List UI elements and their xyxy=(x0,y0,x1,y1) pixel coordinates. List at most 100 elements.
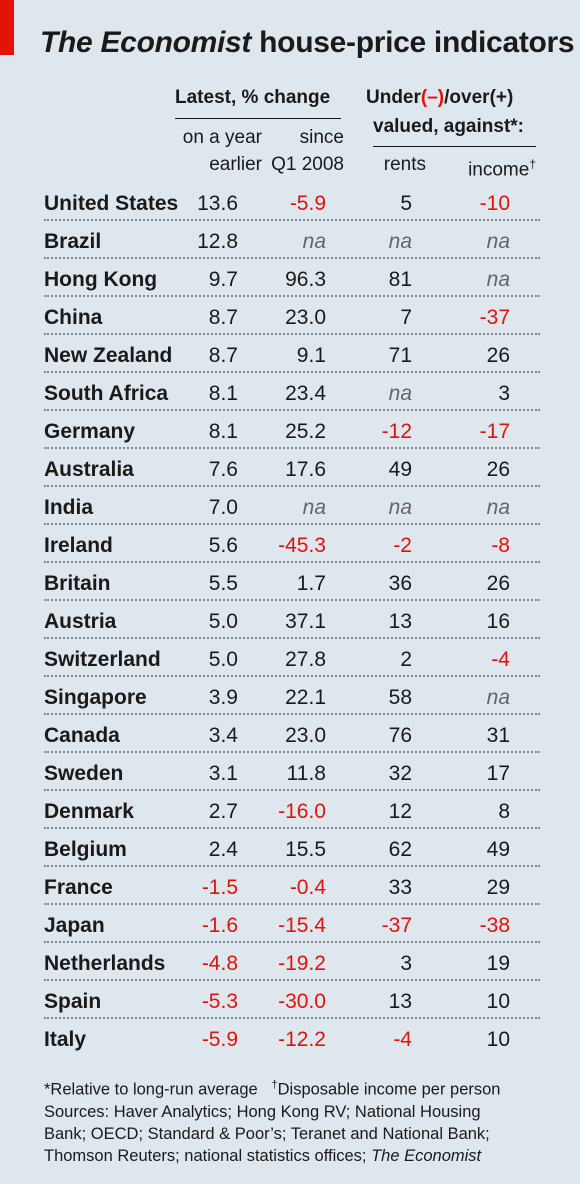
row-separator xyxy=(44,827,540,829)
value-income: 8 xyxy=(498,800,510,823)
table-row: Netherlands -4.8 -19.2 3 19 xyxy=(0,943,580,981)
footnote-line: *Relative to long-run average †Disposabl… xyxy=(44,1079,501,1099)
header-col-year-earlier: on a year earlier xyxy=(182,127,262,175)
header-rule-valuation xyxy=(373,146,536,147)
table-row: Denmark 2.7 -16.0 12 8 xyxy=(0,791,580,829)
value-rents: na xyxy=(388,496,412,519)
country-name: Brazil xyxy=(44,230,102,253)
value-since-q1-2008: 1.7 xyxy=(296,572,326,595)
header-col-income: income† xyxy=(468,157,536,181)
value-rents: 36 xyxy=(388,572,412,595)
country-name: Sweden xyxy=(44,762,124,785)
value-rents: 81 xyxy=(388,268,412,291)
value-on-a-year-earlier: 8.1 xyxy=(208,420,238,443)
table-row: India 7.0 na na na xyxy=(0,487,580,525)
value-since-q1-2008: -19.2 xyxy=(278,952,326,975)
value-since-q1-2008: na xyxy=(302,496,326,519)
value-since-q1-2008: -45.3 xyxy=(278,534,326,557)
value-on-a-year-earlier: 2.4 xyxy=(208,838,238,861)
sources-line-3: Thomson Reuters; national statistics off… xyxy=(44,1146,482,1165)
table-row: Switzerland 5.0 27.8 2 -4 xyxy=(0,639,580,677)
sources-line-2: Bank; OECD; Standard & Poor’s; Teranet a… xyxy=(44,1124,490,1143)
country-name: France xyxy=(44,876,113,899)
value-on-a-year-earlier: 5.0 xyxy=(208,610,238,633)
value-rents: -12 xyxy=(381,420,412,443)
value-on-a-year-earlier: -4.8 xyxy=(201,952,238,975)
table-row: Ireland 5.6 -45.3 -2 -8 xyxy=(0,525,580,563)
value-on-a-year-earlier: 8.7 xyxy=(208,306,238,329)
table-row: Italy -5.9 -12.2 -4 10 xyxy=(0,1019,580,1057)
table-row: South Africa 8.1 23.4 na 3 xyxy=(0,373,580,411)
value-rents: 12 xyxy=(388,800,412,823)
value-on-a-year-earlier: -1.6 xyxy=(201,914,238,937)
value-on-a-year-earlier: -1.5 xyxy=(201,876,238,899)
header-rule-latest xyxy=(175,118,341,119)
country-name: Canada xyxy=(44,724,120,747)
value-since-q1-2008: 96.3 xyxy=(285,268,326,291)
value-since-q1-2008: 17.6 xyxy=(285,458,326,481)
value-income: 19 xyxy=(486,952,510,975)
row-separator xyxy=(44,599,540,601)
value-rents: -2 xyxy=(393,534,412,557)
value-income: 10 xyxy=(486,1028,510,1051)
country-name: South Africa xyxy=(44,382,169,405)
row-separator xyxy=(44,485,540,487)
table-row: Germany 8.1 25.2 -12 -17 xyxy=(0,411,580,449)
value-on-a-year-earlier: 7.6 xyxy=(208,458,238,481)
table-row: Japan -1.6 -15.4 -37 -38 xyxy=(0,905,580,943)
value-since-q1-2008: 23.0 xyxy=(285,724,326,747)
value-income: na xyxy=(486,496,510,519)
value-income: 17 xyxy=(486,762,510,785)
country-name: Germany xyxy=(44,420,136,443)
value-rents: -4 xyxy=(393,1028,412,1051)
country-name: Australia xyxy=(44,458,134,481)
table-row: Singapore 3.9 22.1 58 na xyxy=(0,677,580,715)
value-on-a-year-earlier: 5.6 xyxy=(208,534,238,557)
value-since-q1-2008: 23.4 xyxy=(285,382,326,405)
value-since-q1-2008: na xyxy=(302,230,326,253)
country-name: Belgium xyxy=(44,838,127,861)
value-rents: -37 xyxy=(381,914,412,937)
value-rents: 76 xyxy=(388,724,412,747)
value-on-a-year-earlier: 5.0 xyxy=(208,648,238,671)
table-row: France -1.5 -0.4 33 29 xyxy=(0,867,580,905)
table-row: Belgium 2.4 15.5 62 49 xyxy=(0,829,580,867)
header-col-since-q1-2008: since Q1 2008 xyxy=(271,127,344,175)
table-row: Sweden 3.1 11.8 32 17 xyxy=(0,753,580,791)
header-valuation-line1: Under(–)/over(+) xyxy=(366,87,514,108)
table-row: Austria 5.0 37.1 13 16 xyxy=(0,601,580,639)
value-rents: 33 xyxy=(388,876,412,899)
value-since-q1-2008: 11.8 xyxy=(286,762,326,785)
country-name: Switzerland xyxy=(44,648,161,671)
value-income: -4 xyxy=(491,648,510,671)
table-row: Brazil 12.8 na na na xyxy=(0,221,580,259)
value-rents: 62 xyxy=(388,838,412,861)
value-rents: na xyxy=(388,230,412,253)
value-income: -38 xyxy=(479,914,510,937)
value-rents: 7 xyxy=(400,306,412,329)
country-name: Ireland xyxy=(44,534,113,557)
table-row: Britain 5.5 1.7 36 26 xyxy=(0,563,580,601)
country-name: Britain xyxy=(44,572,111,595)
country-name: India xyxy=(44,496,94,519)
value-since-q1-2008: -30.0 xyxy=(278,990,326,1013)
row-separator xyxy=(44,979,540,981)
row-separator xyxy=(44,295,540,297)
row-separator xyxy=(44,713,540,715)
table-row: Hong Kong 9.7 96.3 81 na xyxy=(0,259,580,297)
value-income: -17 xyxy=(479,420,510,443)
table-row: New Zealand 8.7 9.1 71 26 xyxy=(0,335,580,373)
country-name: Netherlands xyxy=(44,952,166,975)
value-income: 10 xyxy=(486,990,510,1013)
value-since-q1-2008: 37.1 xyxy=(285,610,326,633)
value-income: 3 xyxy=(498,382,510,405)
value-on-a-year-earlier: -5.3 xyxy=(201,990,238,1013)
row-separator xyxy=(44,523,540,525)
value-income: na xyxy=(486,230,510,253)
row-separator xyxy=(44,333,540,335)
footnotes: *Relative to long-run average †Disposabl… xyxy=(44,1074,554,1167)
value-rents: 71 xyxy=(388,344,412,367)
country-name: Denmark xyxy=(44,800,134,823)
row-separator xyxy=(44,675,540,677)
country-name: Hong Kong xyxy=(44,268,158,291)
